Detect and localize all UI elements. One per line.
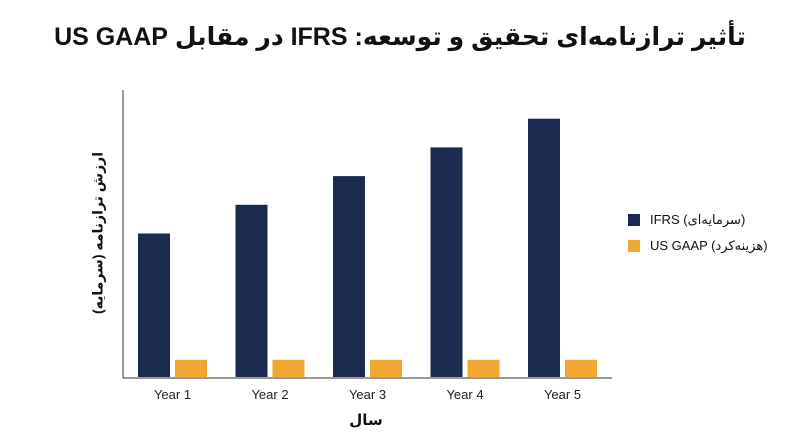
legend-label-us-gaap: US GAAP (هزینه‌کرد) [650, 238, 768, 253]
bar-ifrs-2 [235, 204, 268, 377]
legend-swatch-ifrs [628, 214, 640, 226]
bar-us-4 [467, 359, 500, 377]
chart-title: تأثیر ترازنامه‌ای تحقیق و توسعه: IFRS در… [54, 23, 746, 51]
legend-item-us-gaap: US GAAP (هزینه‌کرد) [628, 238, 768, 254]
x-tick-label: Year 1 [154, 387, 191, 402]
bar-us-5 [565, 359, 597, 377]
bar-ifrs-1 [138, 233, 170, 377]
x-tick-label: Year 5 [544, 387, 581, 402]
legend-swatch-us-gaap [628, 240, 640, 252]
x-tick-labels: Year 1 Year 2 Year 3 Year 4 Year 5 [154, 387, 581, 402]
bar-ifrs-4 [430, 147, 463, 377]
bar-us-2 [272, 359, 305, 377]
legend-label-ifrs: IFRS (سرمایه‌ای) [650, 212, 746, 227]
bar-us-1 [175, 359, 207, 377]
y-axis-label: ارزش ترازنامه (سرمایه) [89, 152, 106, 314]
legend-item-ifrs: IFRS (سرمایه‌ای) [628, 212, 745, 228]
x-axis-label: سال [349, 412, 383, 429]
bar-ifrs-3 [333, 176, 365, 377]
bar-ifrs-5 [528, 118, 560, 377]
bar-us-3 [370, 359, 402, 377]
x-tick-label: Year 3 [349, 387, 386, 402]
x-tick-label: Year 4 [446, 387, 483, 402]
x-tick-label: Year 2 [251, 387, 288, 402]
bars-group [138, 118, 597, 377]
